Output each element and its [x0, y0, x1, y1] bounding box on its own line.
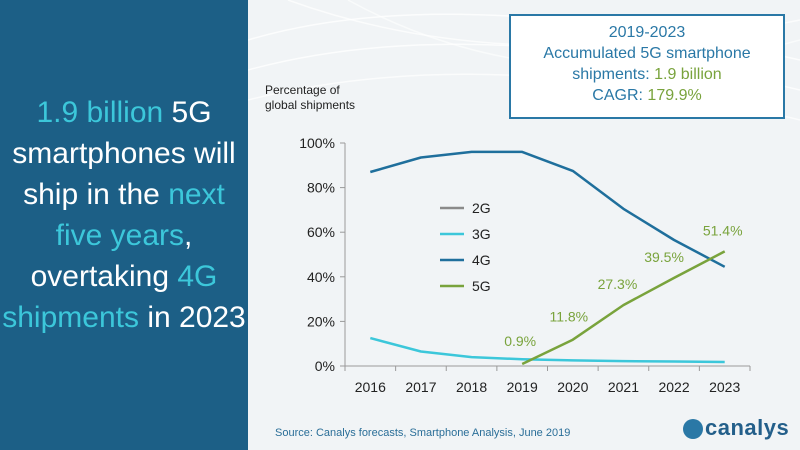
- headline-text: , overtaking: [30, 219, 193, 293]
- source-note: Source: Canalys forecasts, Smartphone An…: [275, 427, 571, 439]
- data-label-5g: 11.8%: [549, 309, 588, 325]
- x-tick-label: 2016: [355, 379, 386, 395]
- headline-text: in 2023: [138, 301, 246, 334]
- series-line-3g: [369, 336, 725, 364]
- headline-panel: 1.9 billion 5G smartphones will ship in …: [0, 0, 248, 450]
- series-line-4g: [369, 150, 726, 268]
- x-tick-label: 2017: [405, 379, 436, 395]
- y-axis-title: Percentage of global shipments: [265, 83, 355, 113]
- headline-accent-volume: 1.9 billion: [36, 96, 164, 129]
- data-label-5g: 27.3%: [598, 276, 638, 292]
- y-tick-label: 100%: [299, 135, 335, 151]
- x-tick-label: 2022: [658, 379, 689, 395]
- x-tick-label: 2019: [507, 379, 538, 395]
- legend-label-2g: 2G: [472, 200, 491, 216]
- x-tick-label: 2018: [456, 379, 487, 395]
- summary-shipments: shipments: 1.9 billion: [511, 64, 783, 85]
- headline-accent-period: next five years: [55, 178, 225, 252]
- data-label-5g: 39.5%: [644, 249, 684, 265]
- summary-shipments-value: 1.9 billion: [654, 66, 722, 83]
- summary-metric: Accumulated 5G smartphone: [543, 45, 751, 62]
- x-tick-label: 2023: [709, 379, 740, 395]
- headline-accent-4g: 4G shipments: [2, 260, 218, 334]
- summary-shipments-label: shipments:: [572, 66, 655, 83]
- summary-box: 2019-2023 Accumulated 5G smartphone ship…: [509, 14, 785, 119]
- headline: 1.9 billion 5G smartphones will ship in …: [0, 92, 248, 338]
- y-tick-label: 0%: [315, 358, 335, 374]
- summary-cagr: CAGR: 179.9%: [511, 85, 783, 106]
- headline-text: 5G smartphones will ship in the: [12, 96, 236, 211]
- summary-cagr-label: CAGR:: [592, 87, 648, 104]
- x-tick-label: 2020: [557, 379, 588, 395]
- series-line-5g: [521, 250, 726, 366]
- data-label-5g: 0.9%: [504, 333, 536, 349]
- data-label-5g: 51.4%: [703, 222, 743, 238]
- summary-period: 2019-2023: [608, 24, 686, 41]
- y-tick-label: 80%: [307, 180, 335, 196]
- y-tick-label: 20%: [307, 313, 335, 329]
- x-tick-label: 2021: [608, 379, 639, 395]
- legend-label-3g: 3G: [472, 226, 491, 242]
- y-axis-title-line: Percentage of: [265, 83, 340, 97]
- y-tick-label: 40%: [307, 269, 335, 285]
- y-tick-label: 60%: [307, 224, 335, 240]
- summary-cagr-value: 179.9%: [647, 87, 702, 104]
- legend-label-4g: 4G: [472, 252, 491, 268]
- canalys-logo-icon: [683, 419, 703, 439]
- y-axis-title-line: global shipments: [265, 98, 356, 112]
- canalys-logo: canalys: [705, 415, 790, 440]
- legend-label-5g: 5G: [472, 278, 491, 294]
